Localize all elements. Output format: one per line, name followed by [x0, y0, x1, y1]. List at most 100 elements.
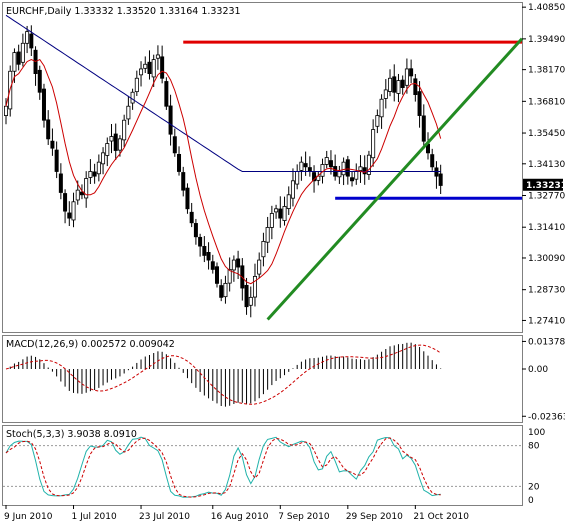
- candle-body: [223, 282, 228, 298]
- candle-body: [324, 157, 329, 165]
- candle-body: [155, 54, 160, 59]
- candle-body: [92, 171, 97, 177]
- price-tick-label: 1.31410: [528, 223, 565, 233]
- candle-body: [366, 154, 371, 175]
- candle-body: [400, 79, 405, 88]
- candle-body: [375, 115, 380, 127]
- candle-body: [71, 201, 76, 221]
- candle-body: [29, 33, 34, 49]
- date-tick-label: 9 Jun 2010: [4, 512, 53, 522]
- candle-body: [58, 173, 63, 193]
- date-tick-label: 21 Oct 2010: [413, 512, 469, 522]
- candle-body: [50, 140, 55, 149]
- date-tick-label: 1 Jul 2010: [72, 512, 117, 522]
- candle-body: [202, 246, 207, 256]
- candle-body: [84, 178, 89, 199]
- candle-body: [177, 153, 182, 172]
- candle-body: [312, 172, 317, 182]
- candle-body: [236, 258, 241, 268]
- candle-body: [46, 119, 51, 140]
- macd-title: MACD(12,26,9) 0.002572 0.009042: [6, 339, 175, 350]
- candle-body: [198, 236, 203, 247]
- candle-body: [248, 296, 253, 306]
- stoch-tick-label: 0: [528, 496, 534, 506]
- candle-body: [417, 91, 422, 116]
- price-tick-label: 1.34130: [528, 160, 565, 170]
- price-tick-label: 1.30090: [528, 254, 565, 264]
- candle-body: [181, 172, 186, 191]
- candle-body: [341, 161, 346, 176]
- candle-body: [75, 189, 80, 201]
- candle-body: [4, 105, 9, 116]
- price-tick-label: 1.36810: [528, 97, 565, 107]
- candle-body: [354, 171, 359, 180]
- price-tick-label: 1.32770: [528, 192, 565, 202]
- macd-tick-label: -0.023632: [528, 412, 565, 422]
- price-tick-label: 1.40850: [528, 3, 565, 13]
- macd-tick-label: 0.00: [528, 365, 548, 375]
- main-panel: [2, 2, 523, 333]
- candle-body: [79, 191, 84, 196]
- candle-body: [434, 167, 439, 177]
- candle-body: [371, 129, 376, 159]
- price-tick-label: 1.28730: [528, 286, 565, 296]
- candle-body: [383, 89, 388, 99]
- main-plot: [4, 14, 524, 321]
- candle-body: [16, 51, 21, 65]
- price-tick-label: 1.38170: [528, 66, 565, 76]
- candle-body: [172, 136, 177, 154]
- candle-body: [130, 91, 135, 104]
- candle-body: [244, 284, 249, 308]
- candle-body: [358, 166, 363, 172]
- stoch-tick-label: 20: [528, 482, 540, 492]
- candle-body: [143, 63, 148, 69]
- stoch-panel: [2, 425, 523, 506]
- candle-body: [421, 115, 426, 142]
- candle-body: [430, 154, 435, 168]
- date-tick-label: 16 Aug 2010: [211, 512, 269, 522]
- candle-body: [227, 268, 232, 284]
- candle-body: [206, 252, 211, 261]
- price-tick-label: 1.39490: [528, 35, 565, 45]
- candle-body: [438, 173, 443, 186]
- macd-plot: [5, 342, 442, 407]
- candle-body: [63, 193, 68, 212]
- candle-body: [20, 42, 25, 63]
- candle-body: [379, 98, 384, 118]
- price-tick-label: 1.27410: [528, 316, 565, 326]
- candle-body: [189, 211, 194, 224]
- date-tick-label: 7 Sep 2010: [278, 512, 330, 522]
- candle-body: [252, 275, 257, 298]
- candle-body: [126, 105, 131, 120]
- candle-body: [122, 119, 127, 141]
- sma-long-line: [5, 14, 441, 172]
- candle-body: [117, 138, 122, 151]
- candle-body: [413, 78, 418, 95]
- candle-body: [350, 177, 355, 182]
- candle-body: [388, 77, 393, 92]
- sma-short-line: [5, 58, 442, 285]
- stoch-tick-label: 100: [528, 428, 545, 438]
- candle-body: [290, 180, 295, 199]
- candle-body: [282, 206, 287, 221]
- candle-body: [88, 171, 93, 178]
- candle-body: [278, 208, 283, 219]
- candle-body: [193, 223, 198, 238]
- candle-body: [12, 52, 17, 72]
- current-price-label: 1.33231: [526, 181, 565, 191]
- candle-body: [295, 171, 300, 185]
- candle-body: [105, 143, 110, 156]
- candle-body: [307, 167, 312, 172]
- candle-body: [54, 149, 59, 172]
- axes: 1.40850 1.39490 1.38170 1.36810 1.35450 1.341…: [4, 3, 565, 522]
- candle-body: [210, 261, 215, 270]
- main-title: EURCHF,Daily 1.33332 1.33520 1.33164 1.3…: [6, 6, 241, 17]
- candle-body: [101, 152, 106, 165]
- macd-tick-label: 0.013787: [528, 337, 565, 347]
- candle-body: [328, 160, 333, 168]
- candle-body: [299, 161, 304, 171]
- candle-body: [286, 194, 291, 209]
- candle-body: [409, 68, 414, 77]
- candle-body: [214, 266, 219, 284]
- candle-body: [25, 31, 30, 44]
